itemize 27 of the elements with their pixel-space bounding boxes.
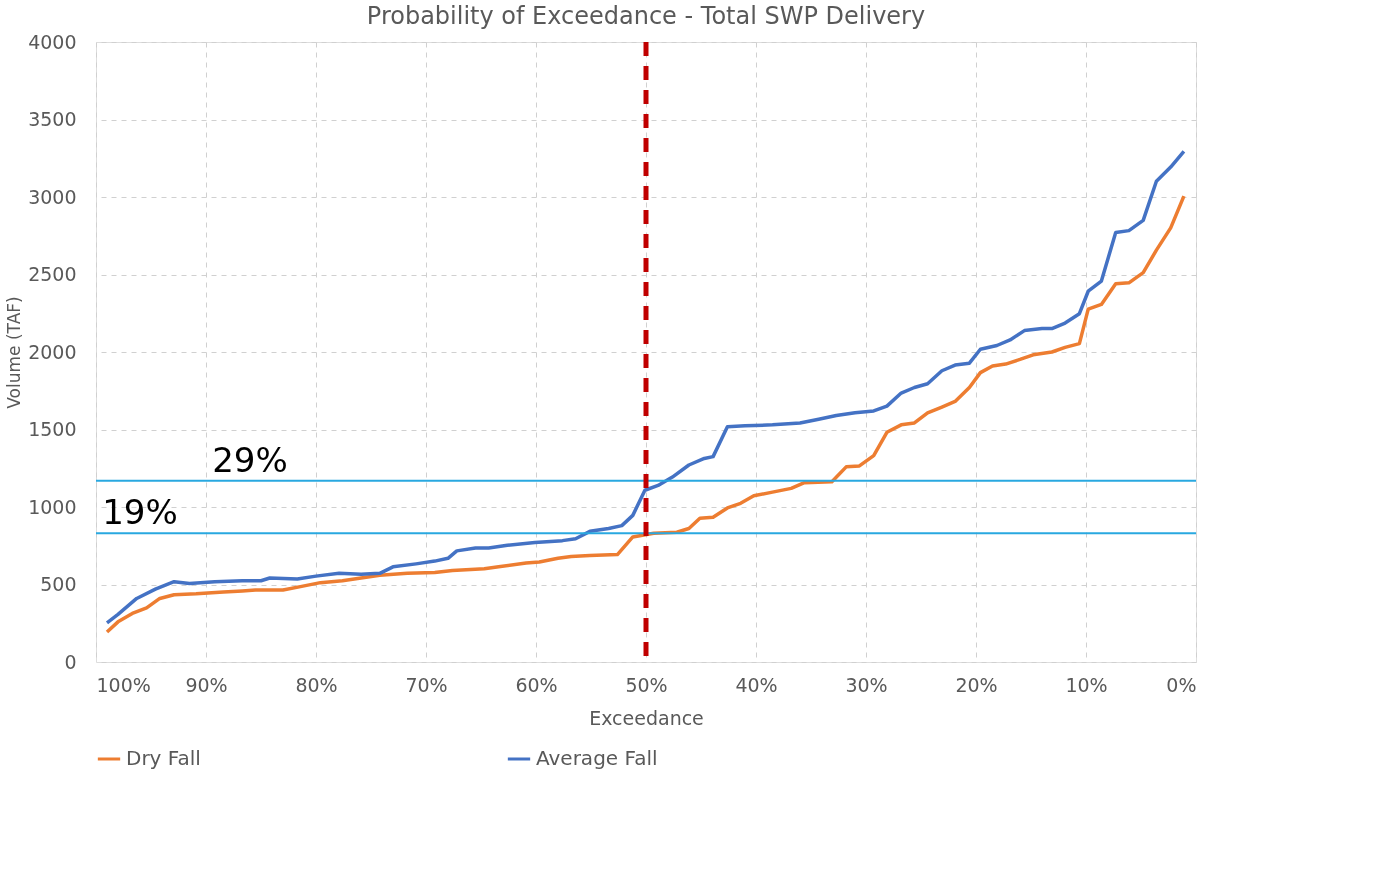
x-tick-label: 10% [1065, 673, 1108, 696]
y-tick-label: 1000 [28, 495, 77, 518]
chart-title: Probability of Exceedance - Total SWP Delivery [366, 2, 926, 30]
x-tick-label: 0% [1166, 673, 1197, 696]
x-tick-label: 20% [955, 673, 998, 696]
y-axis-title: Volume (TAF) [4, 296, 25, 409]
x-tick-label: 90% [185, 673, 228, 696]
y-tick-label: 2000 [28, 340, 77, 363]
y-tick-label: 3000 [28, 185, 77, 208]
y-tick-label: 0 [64, 650, 77, 673]
legend-label: Average Fall [536, 746, 658, 770]
x-tick-label: 100% [96, 673, 151, 696]
y-tick-label: 3500 [28, 108, 77, 130]
legend-label: Dry Fall [126, 746, 201, 770]
y-tick-label: 500 [40, 573, 77, 595]
y-tick-label: 2500 [28, 263, 77, 285]
y-tick-label: 1500 [28, 418, 77, 440]
x-axis-title: Exceedance [589, 706, 704, 729]
x-tick-label: 80% [295, 673, 338, 696]
y-tick-label: 4000 [28, 30, 77, 53]
x-tick-label: 70% [405, 673, 448, 696]
x-tick-label: 50% [625, 673, 668, 696]
annotation: 29% [212, 439, 288, 480]
x-tick-label: 30% [845, 673, 888, 696]
x-tick-label: 60% [515, 673, 558, 696]
x-tick-label: 40% [735, 673, 778, 696]
annotation: 19% [102, 492, 178, 533]
